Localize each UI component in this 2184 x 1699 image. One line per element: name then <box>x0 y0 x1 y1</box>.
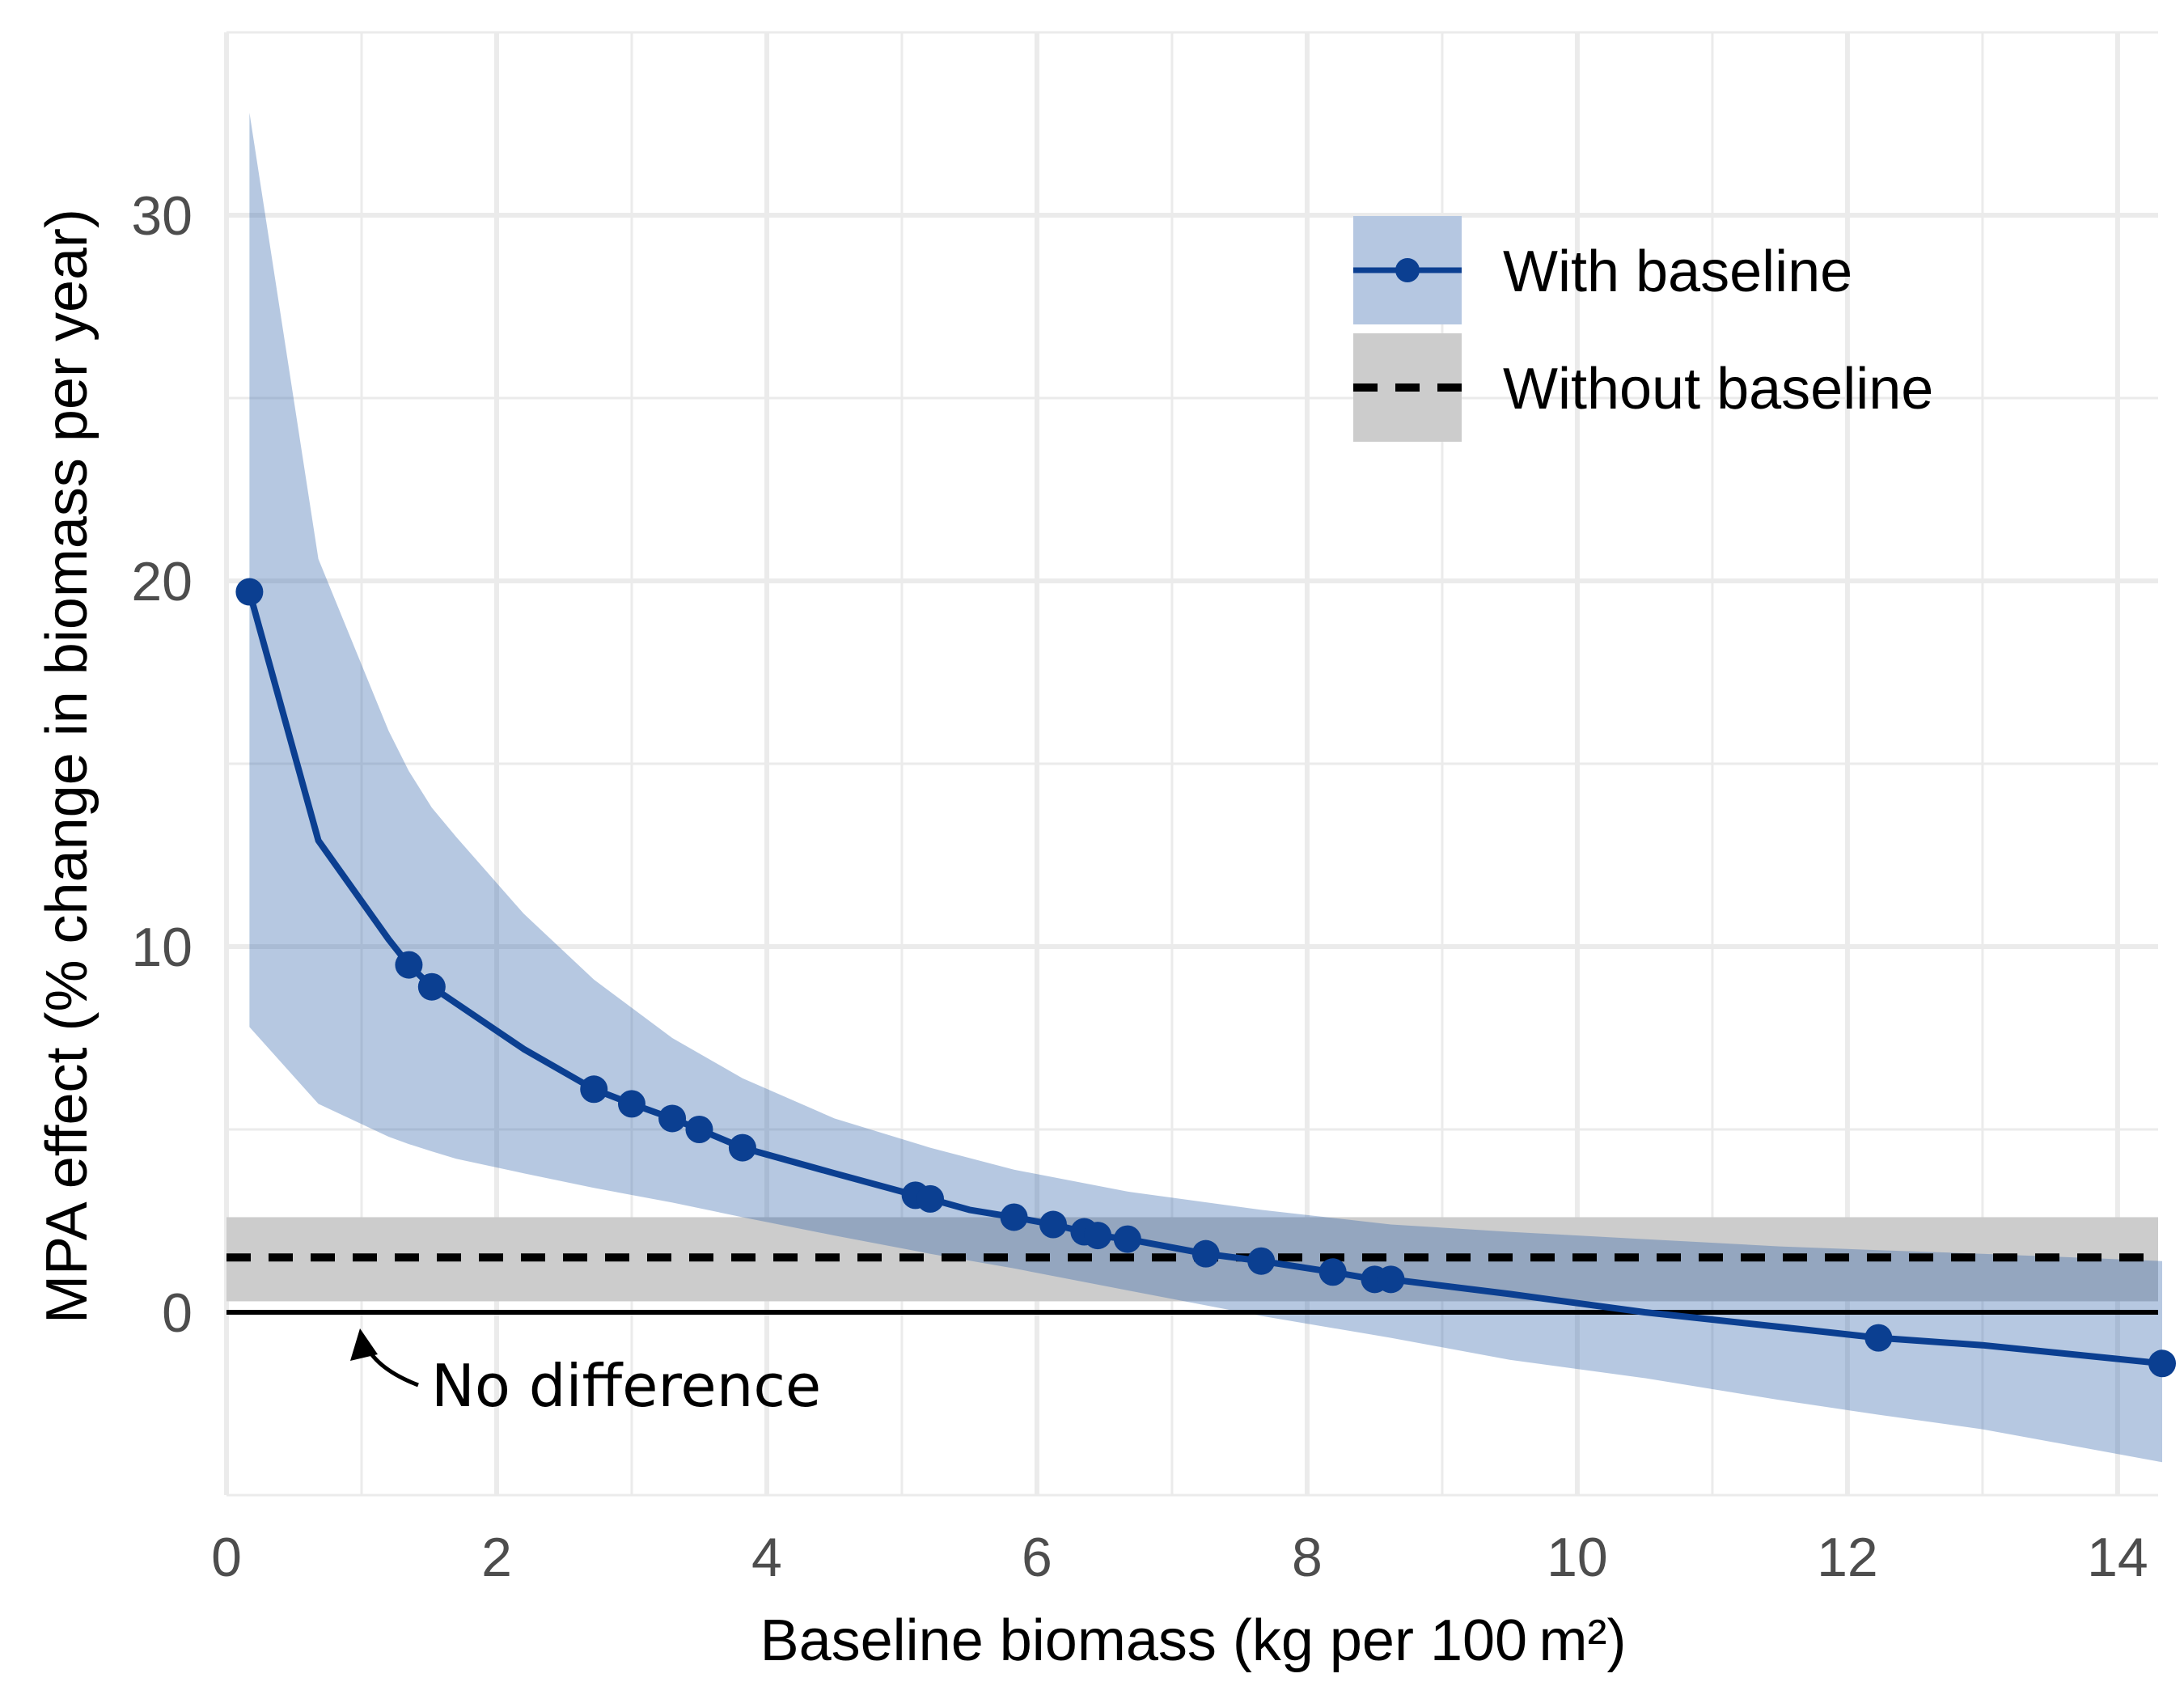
data-point <box>1191 1239 1220 1268</box>
x-tick-label: 14 <box>2087 1527 2148 1588</box>
x-tick-label: 12 <box>1817 1527 1878 1588</box>
data-point <box>617 1090 645 1118</box>
data-point <box>1113 1225 1141 1253</box>
data-point <box>685 1116 713 1143</box>
data-point <box>1377 1265 1405 1294</box>
x-tick-label: 0 <box>211 1527 242 1588</box>
data-point <box>1039 1210 1067 1239</box>
data-point <box>1318 1258 1347 1286</box>
x-axis-title: Baseline biomass (kg per 100 m²) <box>760 1608 1627 1673</box>
data-point <box>1084 1222 1112 1250</box>
y-tick-label: 10 <box>131 917 193 978</box>
x-tick-label: 2 <box>481 1527 512 1588</box>
data-point <box>728 1133 756 1162</box>
x-axis-ticks: 0 2 4 6 8 10 12 14 <box>211 1527 2148 1588</box>
data-point <box>916 1184 945 1213</box>
reference-lines-layer <box>226 1253 2158 1315</box>
data-point <box>417 972 446 1001</box>
data-point <box>1864 1324 1893 1352</box>
points-layer <box>235 578 2177 1378</box>
y-axis-ticks: 0 10 20 30 <box>131 185 193 1344</box>
data-point <box>1247 1247 1276 1275</box>
data-point <box>235 578 264 606</box>
x-tick-label: 10 <box>1547 1527 1608 1588</box>
data-point <box>658 1104 687 1133</box>
data-point <box>580 1075 608 1104</box>
legend-label-with-baseline: With baseline <box>1503 239 1852 304</box>
data-point <box>395 951 423 979</box>
x-tick-label: 4 <box>751 1527 782 1588</box>
legend: With baseline Without baseline <box>1353 216 1933 442</box>
data-point <box>1000 1203 1028 1231</box>
y-tick-label: 30 <box>131 185 193 247</box>
ribbon-layer <box>249 112 2163 1463</box>
x-tick-label: 6 <box>1022 1527 1052 1588</box>
with-baseline-ribbon <box>249 112 2163 1463</box>
annotation-layer: No difference <box>349 1328 821 1420</box>
annotation-no-difference: No difference <box>431 1352 821 1420</box>
y-tick-label: 0 <box>162 1282 193 1344</box>
legend-key-with-baseline-point <box>1395 258 1420 282</box>
y-axis-title: MPA effect (% change in biomass per year… <box>35 209 99 1324</box>
y-tick-label: 20 <box>131 551 193 612</box>
legend-label-without-baseline: Without baseline <box>1503 357 1933 422</box>
grid-minor <box>226 31 2158 1497</box>
x-tick-label: 8 <box>1292 1527 1323 1588</box>
data-point <box>2148 1349 2177 1378</box>
annotation-arrow-head <box>349 1328 378 1361</box>
